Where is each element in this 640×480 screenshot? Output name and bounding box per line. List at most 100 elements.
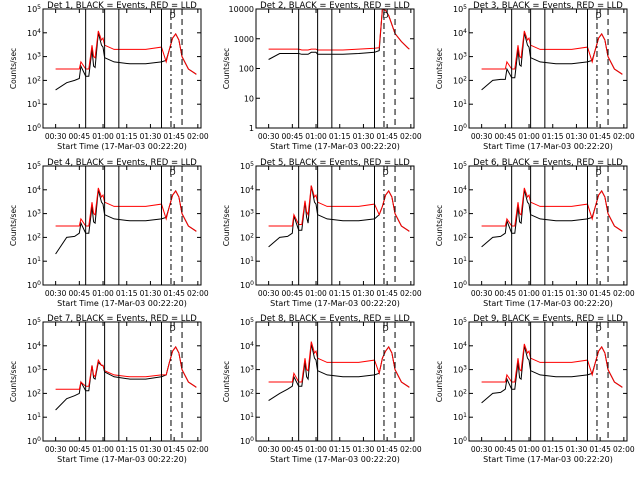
x-axis-label: Start Time (17-Mar-03 00:22:20): [57, 455, 187, 464]
panel-title: Det 9, BLACK = Events, RED = LLD: [473, 314, 623, 324]
x-tick-label: 00:30: [45, 132, 67, 141]
y-tick-label: 101: [27, 412, 41, 422]
y-tick-label: 101: [453, 99, 467, 109]
axes-frame: [255, 321, 415, 442]
x-tick-label: 01:15: [116, 132, 138, 141]
x-tick-label: 01:00: [518, 445, 540, 454]
y-tick-label: 102: [27, 388, 41, 398]
x-tick-label: 00:45: [282, 132, 304, 141]
x-tick-label: 01:15: [116, 289, 138, 298]
x-tick-label: 02:00: [187, 289, 209, 298]
x-tick-label: 01:00: [518, 132, 540, 141]
x-tick-label: 01:30: [353, 445, 375, 454]
x-tick-label: 02:00: [187, 445, 209, 454]
x-tick-label: 01:45: [589, 445, 611, 454]
panel-title: Det 2, BLACK = Events, RED = LLD: [260, 1, 410, 11]
x-tick-label: 01:30: [140, 132, 162, 141]
y-tick-label: 101: [240, 256, 254, 266]
x-tick-label: 01:30: [353, 289, 375, 298]
y-tick-label: 104: [453, 28, 467, 38]
y-axis-label: Counts/sec: [435, 48, 444, 89]
x-axis-label: Start Time (17-Mar-03 00:22:20): [57, 142, 187, 151]
x-axis-label: Start Time (17-Mar-03 00:22:20): [483, 142, 613, 151]
x-tick-label: 02:00: [400, 132, 422, 141]
x-tick-label: 01:30: [566, 132, 588, 141]
y-tick-label: 104: [240, 341, 254, 351]
x-tick-label: 00:45: [282, 445, 304, 454]
y-tick-label: 105: [27, 317, 41, 327]
y-tick-label: 104: [27, 185, 41, 195]
x-tick-label: 00:30: [471, 132, 493, 141]
y-tick-label: 100: [453, 123, 467, 133]
y-axis-label: Counts/sec: [222, 48, 231, 89]
y-tick-label: 101: [27, 99, 41, 109]
y-tick-label: 103: [453, 209, 467, 219]
x-tick-label: 02:00: [187, 132, 209, 141]
y-tick-label: 100: [453, 436, 467, 446]
x-tick-label: 00:30: [258, 132, 280, 141]
x-tick-label: 00:45: [69, 289, 91, 298]
y-tick-label: 103: [27, 365, 41, 375]
x-tick-label: 00:30: [258, 289, 280, 298]
x-tick-label: 00:30: [45, 289, 67, 298]
x-axis-label: Start Time (17-Mar-03 00:22:20): [270, 299, 400, 308]
y-tick-label: 105: [240, 317, 254, 327]
x-tick-label: 01:00: [92, 445, 114, 454]
panel-title: Det 8, BLACK = Events, RED = LLD: [260, 314, 410, 324]
panel-title: Det 5, BLACK = Events, RED = LLD: [260, 158, 410, 168]
panel-title: Det 7, BLACK = Events, RED = LLD: [47, 314, 197, 324]
y-tick-label: 103: [27, 52, 41, 62]
y-tick-label: 1: [249, 124, 254, 133]
y-tick-label: 104: [27, 28, 41, 38]
y-tick-label: 101: [453, 256, 467, 266]
x-tick-label: 02:00: [400, 445, 422, 454]
x-tick-label: 00:45: [495, 289, 517, 298]
x-tick-label: 01:15: [542, 445, 564, 454]
y-tick-label: 102: [453, 232, 467, 242]
x-axis-label: Start Time (17-Mar-03 00:22:20): [270, 142, 400, 151]
x-tick-label: 01:00: [518, 289, 540, 298]
y-tick-label: 10000: [229, 5, 254, 14]
axes-frame: [468, 165, 628, 286]
x-axis-label: Start Time (17-Mar-03 00:22:20): [270, 455, 400, 464]
x-tick-label: 01:00: [92, 132, 114, 141]
x-tick-label: 01:45: [589, 132, 611, 141]
y-tick-label: 104: [240, 185, 254, 195]
y-tick-label: 100: [27, 280, 41, 290]
y-tick-label: 103: [453, 52, 467, 62]
y-tick-label: 104: [27, 341, 41, 351]
x-tick-label: 00:45: [495, 132, 517, 141]
x-tick-label: 01:45: [376, 445, 398, 454]
x-tick-label: 00:45: [282, 289, 304, 298]
y-tick-label: 103: [240, 209, 254, 219]
y-tick-label: 100: [239, 65, 254, 74]
marker-label: D: [169, 168, 175, 177]
x-tick-label: 01:30: [140, 445, 162, 454]
x-tick-label: 01:45: [376, 132, 398, 141]
x-tick-label: 01:15: [329, 289, 351, 298]
y-axis-label: Counts/sec: [9, 361, 18, 402]
panel-det-2: D 1 10 100 1000 10000 00:30 00:45 01:00 01:15 01:3…: [222, 1, 422, 151]
y-tick-label: 105: [453, 317, 467, 327]
x-tick-label: 01:30: [566, 445, 588, 454]
marker-label: D: [595, 11, 601, 20]
x-tick-label: 01:15: [542, 132, 564, 141]
axes-frame: [42, 165, 202, 286]
x-axis-label: Start Time (17-Mar-03 00:22:20): [57, 299, 187, 308]
x-tick-label: 01:30: [140, 289, 162, 298]
y-tick-label: 105: [27, 161, 41, 171]
x-tick-label: 00:30: [258, 445, 280, 454]
panel-title: Det 3, BLACK = Events, RED = LLD: [473, 1, 623, 11]
y-tick-label: 103: [27, 209, 41, 219]
x-tick-label: 00:45: [69, 132, 91, 141]
y-tick-label: 100: [27, 436, 41, 446]
y-tick-label: 101: [240, 412, 254, 422]
y-tick-label: 1000: [234, 35, 254, 44]
